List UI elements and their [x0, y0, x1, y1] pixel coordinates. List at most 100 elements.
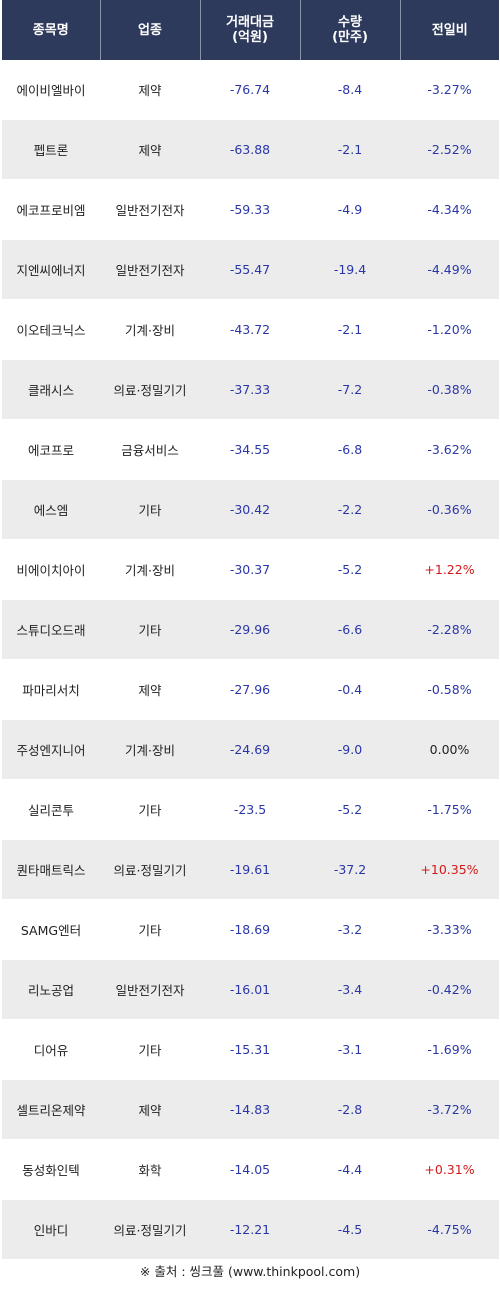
- cell-sector: 기타: [100, 599, 200, 660]
- table-row: 셀트리온제약 제약 -14.83 -2.8 -3.72%: [2, 1079, 499, 1140]
- source-credit: ※ 출처 : 씽크풀 (www.thinkpool.com): [139, 1264, 361, 1279]
- cell-amount: -29.96: [200, 599, 300, 660]
- cell-amount: -15.31: [200, 1019, 300, 1080]
- cell-amount: -18.69: [200, 899, 300, 960]
- cell-sector: 기계·장비: [100, 539, 200, 600]
- cell-sector: 의료·정밀기기: [100, 839, 200, 900]
- header-amount-unit: (억원): [232, 30, 268, 45]
- table-row: SAMG엔터 기타 -18.69 -3.2 -3.33%: [2, 899, 499, 960]
- cell-volume: -8.4: [300, 60, 400, 120]
- cell-stock-name: 클래시스: [2, 359, 100, 420]
- cell-stock-name: 인바디: [2, 1199, 100, 1260]
- cell-change: -3.27%: [400, 60, 499, 120]
- cell-volume: -3.2: [300, 899, 400, 960]
- cell-volume: -0.4: [300, 659, 400, 720]
- cell-amount: -16.01: [200, 959, 300, 1020]
- table-header: 종목명 업종 거래대금 (억원) 수량 (만주) 전일비: [2, 0, 499, 60]
- cell-stock-name: 파마리서치: [2, 659, 100, 720]
- table-row: 이오테크닉스 기계·장비 -43.72 -2.1 -1.20%: [2, 299, 499, 360]
- cell-change: -3.33%: [400, 899, 499, 960]
- header-sector: 업종: [100, 0, 201, 60]
- cell-change: -2.28%: [400, 599, 499, 660]
- cell-sector: 일반전기전자: [100, 959, 200, 1020]
- cell-volume: -3.4: [300, 959, 400, 1020]
- table-row: 에코프로 금융서비스 -34.55 -6.8 -3.62%: [2, 419, 499, 480]
- header-volume: 수량 (만주): [300, 0, 401, 60]
- header-name: 종목명: [2, 0, 101, 60]
- cell-amount: -14.83: [200, 1079, 300, 1140]
- cell-sector: 기타: [100, 1019, 200, 1080]
- cell-sector: 금융서비스: [100, 419, 200, 480]
- cell-stock-name: 실리콘투: [2, 779, 100, 840]
- table-row: 지엔씨에너지 일반전기전자 -55.47 -19.4 -4.49%: [2, 239, 499, 300]
- cell-change: 0.00%: [400, 719, 499, 780]
- cell-volume: -4.4: [300, 1139, 400, 1200]
- table-row: 에이비엘바이 제약 -76.74 -8.4 -3.27%: [2, 60, 499, 120]
- header-amount-label: 거래대금: [226, 15, 274, 30]
- cell-sector: 기타: [100, 779, 200, 840]
- cell-volume: -5.2: [300, 539, 400, 600]
- cell-sector: 일반전기전자: [100, 239, 200, 300]
- cell-change: -0.36%: [400, 479, 499, 540]
- cell-volume: -2.2: [300, 479, 400, 540]
- table-row: 에코프로비엠 일반전기전자 -59.33 -4.9 -4.34%: [2, 179, 499, 240]
- table-row: 인바디 의료·정밀기기 -12.21 -4.5 -4.75%: [2, 1199, 499, 1260]
- cell-stock-name: 비에이치아이: [2, 539, 100, 600]
- table-row: 펩트론 제약 -63.88 -2.1 -2.52%: [2, 119, 499, 180]
- cell-stock-name: 셀트리온제약: [2, 1079, 100, 1140]
- cell-amount: -19.61: [200, 839, 300, 900]
- cell-amount: -27.96: [200, 659, 300, 720]
- cell-stock-name: 스튜디오드래: [2, 599, 100, 660]
- header-volume-label: 수량: [338, 15, 362, 30]
- cell-change: +1.22%: [400, 539, 499, 600]
- cell-change: -1.75%: [400, 779, 499, 840]
- table-row: 디어유 기타 -15.31 -3.1 -1.69%: [2, 1019, 499, 1080]
- cell-change: -1.69%: [400, 1019, 499, 1080]
- header-sector-label: 업종: [138, 22, 162, 38]
- cell-amount: -12.21: [200, 1199, 300, 1260]
- cell-amount: -76.74: [200, 60, 300, 120]
- cell-change: -0.42%: [400, 959, 499, 1020]
- cell-volume: -9.0: [300, 719, 400, 780]
- header-change: 전일비: [400, 0, 499, 60]
- cell-sector: 기타: [100, 479, 200, 540]
- cell-volume: -37.2: [300, 839, 400, 900]
- table-row: 스튜디오드래 기타 -29.96 -6.6 -2.28%: [2, 599, 499, 660]
- cell-stock-name: 리노공업: [2, 959, 100, 1020]
- cell-stock-name: 퀀타매트릭스: [2, 839, 100, 900]
- cell-volume: -2.8: [300, 1079, 400, 1140]
- cell-stock-name: SAMG엔터: [2, 899, 100, 960]
- cell-amount: -63.88: [200, 119, 300, 180]
- cell-change: -4.34%: [400, 179, 499, 240]
- cell-volume: -2.1: [300, 299, 400, 360]
- cell-change: +0.31%: [400, 1139, 499, 1200]
- header-name-label: 종목명: [32, 22, 69, 38]
- cell-volume: -19.4: [300, 239, 400, 300]
- cell-sector: 제약: [100, 60, 200, 120]
- header-volume-unit: (만주): [332, 30, 368, 45]
- cell-amount: -23.5: [200, 779, 300, 840]
- cell-sector: 제약: [100, 119, 200, 180]
- cell-stock-name: 에코프로비엠: [2, 179, 100, 240]
- cell-amount: -55.47: [200, 239, 300, 300]
- cell-volume: -4.5: [300, 1199, 400, 1260]
- cell-stock-name: 동성화인텍: [2, 1139, 100, 1200]
- table-row: 리노공업 일반전기전자 -16.01 -3.4 -0.42%: [2, 959, 499, 1020]
- cell-change: -4.49%: [400, 239, 499, 300]
- header-change-label: 전일비: [431, 22, 468, 38]
- cell-volume: -6.6: [300, 599, 400, 660]
- cell-stock-name: 주성엔지니어: [2, 719, 100, 780]
- cell-amount: -37.33: [200, 359, 300, 420]
- cell-sector: 제약: [100, 659, 200, 720]
- stock-table: 종목명 업종 거래대금 (억원) 수량 (만주) 전일비 에이비엘바이 제약 -76…: [2, 0, 499, 1260]
- header-amount: 거래대금 (억원): [200, 0, 301, 60]
- table-row: 퀀타매트릭스 의료·정밀기기 -19.61 -37.2 +10.35%: [2, 839, 499, 900]
- cell-change: -2.52%: [400, 119, 499, 180]
- table-row: 실리콘투 기타 -23.5 -5.2 -1.75%: [2, 779, 499, 840]
- cell-volume: -2.1: [300, 119, 400, 180]
- cell-volume: -4.9: [300, 179, 400, 240]
- stock-table-container: 종목명 업종 거래대금 (억원) 수량 (만주) 전일비 에이비엘바이 제약 -76…: [2, 0, 499, 1260]
- cell-stock-name: 에코프로: [2, 419, 100, 480]
- cell-stock-name: 이오테크닉스: [2, 299, 100, 360]
- cell-amount: -30.37: [200, 539, 300, 600]
